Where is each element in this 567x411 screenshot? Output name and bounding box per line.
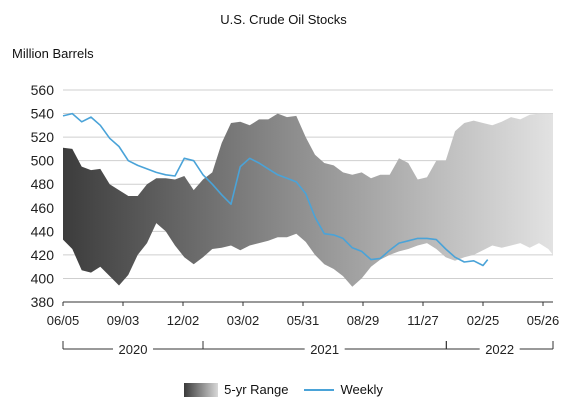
x-tick-label: 02/25 <box>467 313 500 328</box>
y-tick-label: 540 <box>31 106 55 122</box>
range-swatch-icon <box>184 382 219 397</box>
y-tick-label: 460 <box>31 200 55 216</box>
legend-item-range: 5-yr Range <box>184 382 288 397</box>
x-tick-label: 09/03 <box>107 313 140 328</box>
x-tick-label: 05/26 <box>527 313 560 328</box>
y-tick-label: 440 <box>31 223 55 239</box>
chart-title: U.S. Crude Oil Stocks <box>220 12 347 27</box>
weekly-swatch-icon <box>304 388 335 391</box>
x-tick-label: 05/31 <box>287 313 320 328</box>
x-tick-label: 08/29 <box>347 313 380 328</box>
x-tick-label: 12/02 <box>167 313 200 328</box>
y-tick-label: 400 <box>31 270 55 286</box>
y-tick-label: 500 <box>31 153 55 169</box>
year-label: 2020 <box>119 342 148 357</box>
year-label: 2021 <box>310 342 339 357</box>
chart-area: 380 400 420 440 460 480 500 520 540 560 06/05 09/03… <box>31 82 560 357</box>
y-tick-label: 520 <box>31 129 55 145</box>
y-axis-label: Million Barrels <box>12 46 94 61</box>
x-tick-label: 06/05 <box>47 313 80 328</box>
legend: 5-yr Range Weekly <box>0 382 567 397</box>
y-tick-label: 420 <box>31 247 55 263</box>
year-label-bg <box>113 341 153 355</box>
y-tick-label: 380 <box>31 294 55 310</box>
x-tick-label: 11/27 <box>407 313 439 328</box>
legend-label-range: 5-yr Range <box>224 382 289 397</box>
year-label: 2022 <box>485 342 514 357</box>
y-tick-label: 480 <box>31 176 55 192</box>
year-label-bg <box>304 341 345 355</box>
weekly-line <box>62 112 489 267</box>
legend-item-weekly: Weekly <box>304 382 383 397</box>
y-tick-label: 560 <box>31 82 55 98</box>
x-tick-label: 03/02 <box>227 313 260 328</box>
legend-label-weekly: Weekly <box>340 382 383 397</box>
year-label-bg <box>479 341 520 355</box>
